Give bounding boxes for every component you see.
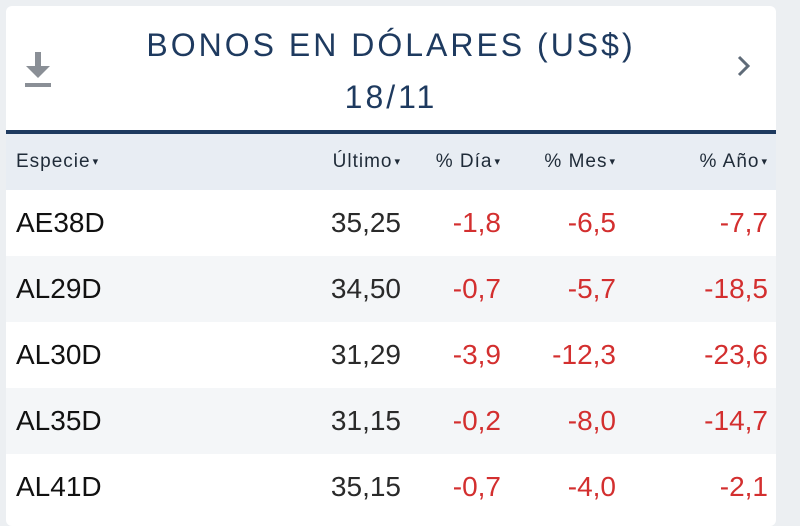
bonds-widget: BONOS EN DÓLARES (US$) 18/11 Especie ▾ Úl… [6, 6, 776, 526]
cell-ultimo: 34,50 [330, 273, 401, 304]
widget-header: BONOS EN DÓLARES (US$) 18/11 [6, 6, 776, 134]
cell-dia: -0,2 [452, 405, 501, 436]
table-row[interactable]: AL35D 31,15 -0,2 -8,0 -14,7 [6, 388, 776, 454]
cell-ano: -14,7 [704, 405, 768, 436]
table-row[interactable]: AL29D 34,50 -0,7 -5,7 -18,5 [6, 256, 776, 322]
column-ultimo-label: Último [332, 151, 393, 172]
cell-ultimo: 31,15 [330, 405, 401, 436]
cell-mes: -5,7 [567, 273, 616, 304]
cell-especie: AL29D [16, 273, 102, 304]
table-header: Especie ▾ Último ▾ % Día ▾ % Mes ▾ % Año ▾ [6, 134, 776, 190]
widget-title: BONOS EN DÓLARES (US$) [146, 27, 636, 63]
column-ultimo[interactable]: Último ▾ [256, 151, 401, 173]
cell-dia: -0,7 [452, 273, 501, 304]
sort-caret-icon: ▾ [494, 156, 501, 169]
column-dia-label: % Día [435, 151, 493, 172]
cell-especie: AL41D [16, 471, 102, 502]
cell-mes: -4,0 [567, 471, 616, 502]
sort-caret-icon: ▾ [761, 156, 768, 169]
chevron-right-icon[interactable] [734, 52, 754, 80]
cell-dia: -0,7 [452, 471, 501, 502]
cell-ano: -7,7 [719, 207, 768, 238]
table-row[interactable]: AE38D 35,25 -1,8 -6,5 -7,7 [6, 190, 776, 256]
widget-date: 18/11 [344, 79, 438, 115]
download-icon[interactable] [22, 50, 54, 90]
cell-ultimo: 35,15 [330, 471, 401, 502]
sort-caret-icon: ▾ [394, 156, 401, 169]
column-especie-label: Especie [16, 151, 91, 172]
cell-ano: -23,6 [704, 339, 768, 370]
column-especie[interactable]: Especie ▾ [6, 151, 256, 173]
cell-dia: -1,8 [452, 207, 501, 238]
column-mes-label: % Mes [544, 151, 608, 172]
cell-mes: -8,0 [567, 405, 616, 436]
table-row[interactable]: AL30D 31,29 -3,9 -12,3 -23,6 [6, 322, 776, 388]
table-body: AE38D 35,25 -1,8 -6,5 -7,7 AL29D 34,50 -… [6, 190, 776, 520]
column-ano-label: % Año [699, 151, 760, 172]
sort-caret-icon: ▾ [609, 156, 616, 169]
cell-especie: AE38D [16, 207, 105, 238]
cell-ano: -18,5 [704, 273, 768, 304]
cell-dia: -3,9 [452, 339, 501, 370]
column-ano[interactable]: % Año ▾ [616, 151, 768, 173]
cell-mes: -12,3 [552, 339, 616, 370]
cell-ano: -2,1 [719, 471, 768, 502]
sort-caret-icon: ▾ [92, 156, 100, 169]
cell-especie: AL30D [16, 339, 102, 370]
cell-ultimo: 31,29 [330, 339, 401, 370]
table-row[interactable]: AL41D 35,15 -0,7 -4,0 -2,1 [6, 454, 776, 520]
column-dia[interactable]: % Día ▾ [401, 151, 501, 173]
column-mes[interactable]: % Mes ▾ [501, 151, 616, 173]
cell-mes: -6,5 [567, 207, 616, 238]
cell-ultimo: 35,25 [330, 207, 401, 238]
cell-especie: AL35D [16, 405, 102, 436]
